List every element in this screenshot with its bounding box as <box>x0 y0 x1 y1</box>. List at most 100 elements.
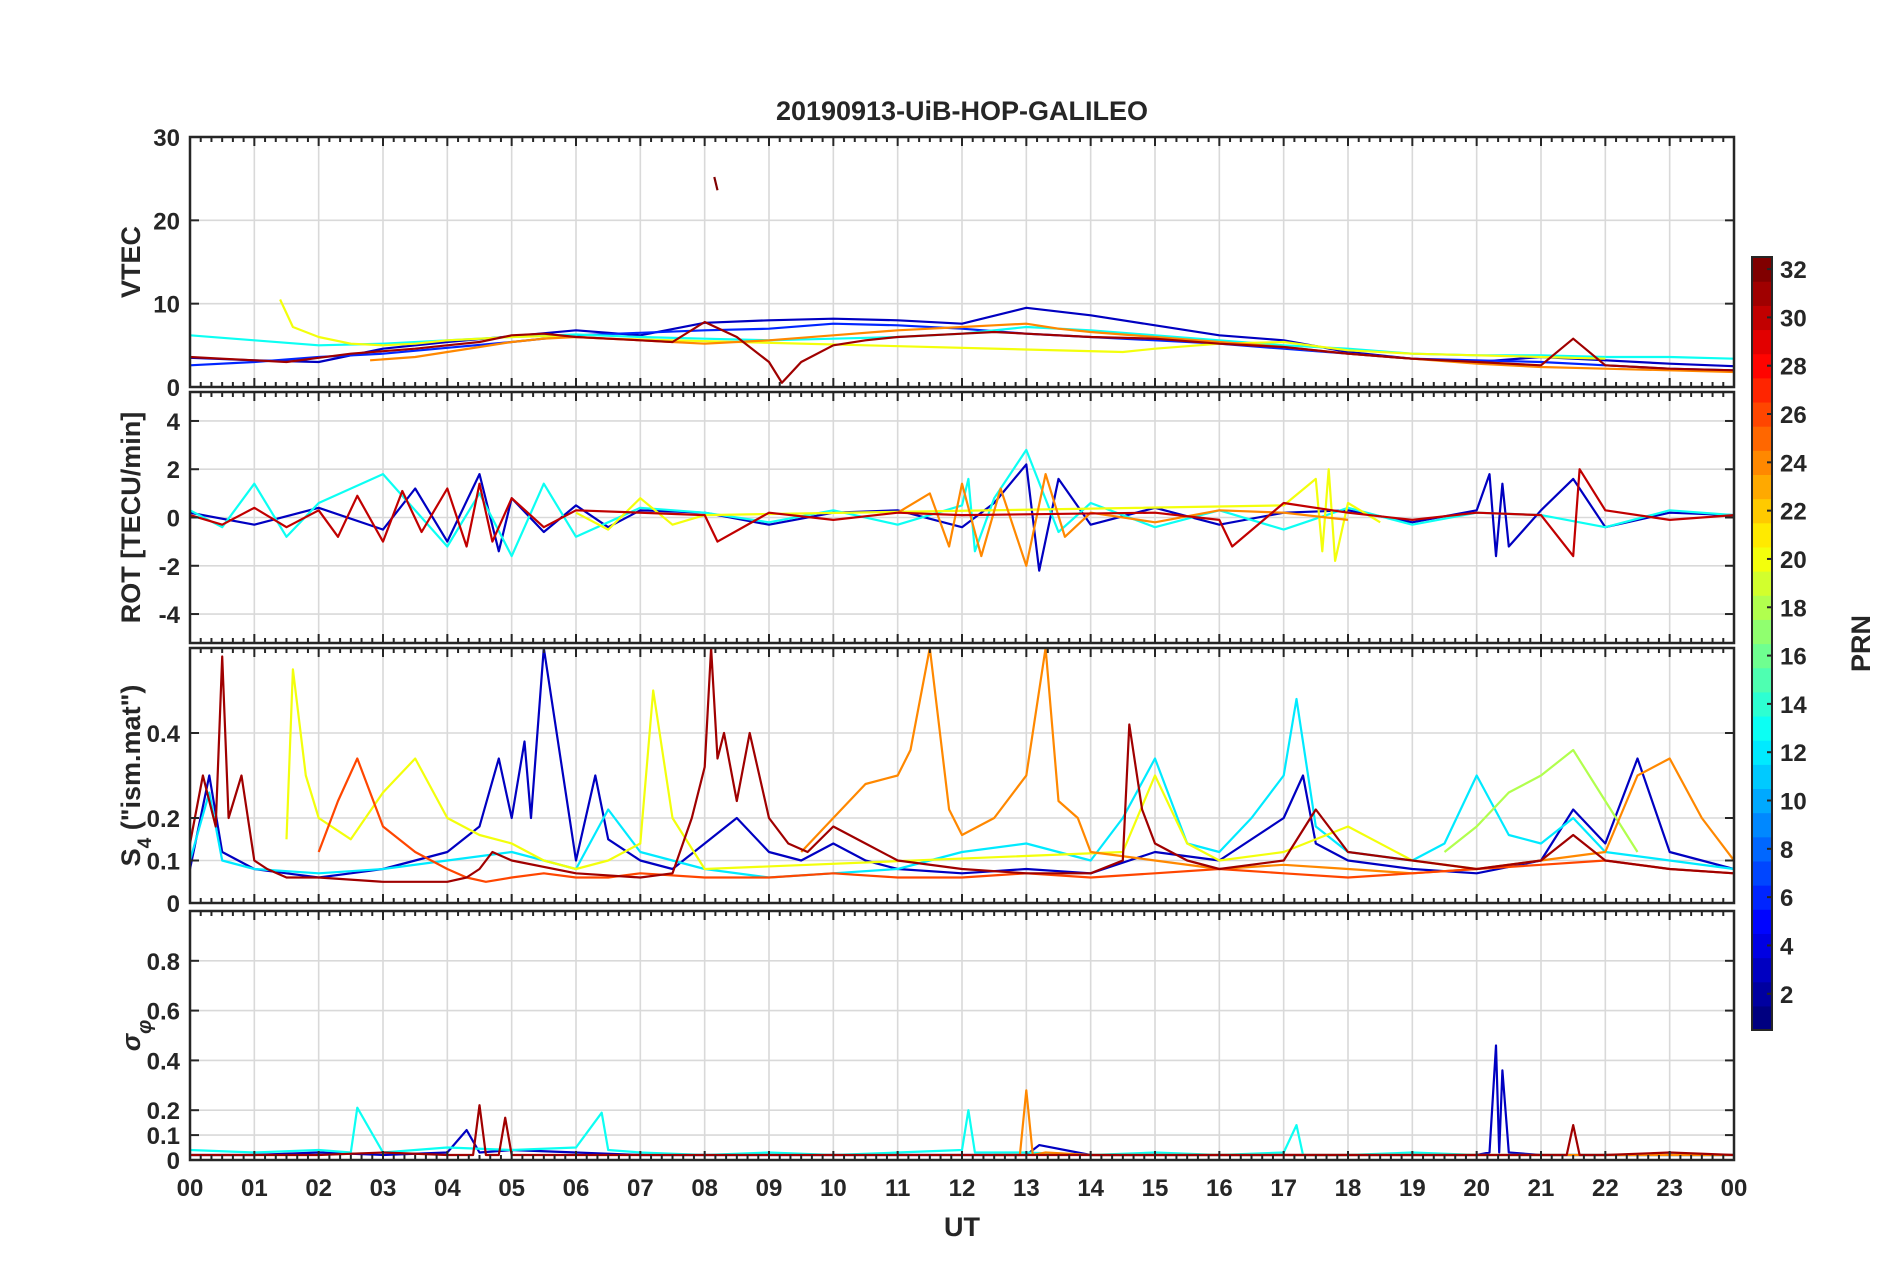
x-tick-label: 19 <box>1399 1175 1426 1202</box>
colorbar-band <box>1752 715 1772 741</box>
trace-prn-20 <box>285 668 1477 871</box>
trace-prn-30 <box>190 468 1734 558</box>
y-tick-label: 0 <box>167 375 180 402</box>
y-tick-label: 0 <box>167 1148 180 1175</box>
colorbar-tick-label: 2 <box>1780 982 1793 1009</box>
trace-prn-32 <box>713 176 719 191</box>
colorbar-band <box>1752 619 1772 645</box>
y-tick-label: 4 <box>167 409 181 436</box>
colorbar-tick-label: 4 <box>1780 933 1794 960</box>
colorbar-band <box>1752 909 1772 934</box>
panel-vtec-series <box>190 176 1734 384</box>
colorbar-band <box>1752 595 1772 620</box>
colorbar-band <box>1752 546 1772 572</box>
panel-sigma_phi: 00.10.2 0.4 0.6 0.8 σφ <box>116 909 1736 1175</box>
x-tick-label: 12 <box>949 1175 976 1202</box>
x-tick-label: 00 <box>177 1175 204 1202</box>
colorbar-tick-label: 8 <box>1780 837 1793 864</box>
trace-prn-26 <box>317 757 1734 883</box>
x-tick-label: 16 <box>1206 1175 1233 1202</box>
colorbar-tick-label: 6 <box>1780 885 1793 912</box>
colorbar-band <box>1752 764 1772 790</box>
y-tick-label: 0.1 <box>147 1123 180 1150</box>
trace-prn-3 <box>190 1044 1734 1157</box>
colorbar-band <box>1752 426 1772 451</box>
colorbar-tick-label: 22 <box>1780 499 1807 526</box>
colorbar-tick-label: 10 <box>1780 789 1807 816</box>
colorbar-tick-label: 20 <box>1780 547 1807 574</box>
colorbar-band <box>1752 836 1772 862</box>
x-tick-label: 13 <box>1013 1175 1040 1202</box>
panel-s4-series <box>190 648 1734 883</box>
panel-rot-ylabel: ROT [TECU/min] <box>116 412 146 623</box>
chart-title: 20190913-UiB-HOP-GALILEO <box>776 96 1148 126</box>
y-tick-label: 30 <box>153 125 180 152</box>
colorbar-band <box>1752 860 1772 886</box>
colorbar-band <box>1752 329 1772 355</box>
panel-s4-ticks <box>189 648 1735 904</box>
colorbar-band <box>1752 474 1772 500</box>
colorbar-band <box>1752 812 1772 838</box>
colorbar-tick-label: 16 <box>1780 644 1807 671</box>
colorbar-band <box>1752 257 1772 282</box>
colorbar-tick-label: 18 <box>1780 595 1807 622</box>
panel-s4-ylabel: S4 ("ism.mat") <box>116 685 156 867</box>
colorbar-tick-label: 14 <box>1780 692 1807 719</box>
colorbar-band <box>1752 498 1772 524</box>
x-tick-label: 17 <box>1270 1175 1297 1202</box>
trace-prn-13 <box>190 1106 1734 1157</box>
x-axis-label: UT <box>944 1212 980 1242</box>
colorbar-band <box>1752 450 1772 476</box>
panel-s4: 0 0.1 0.2 0.4S4 ("ism.mat") <box>116 646 1736 918</box>
panel-sigma_phi-ylabel: σφ <box>116 1020 156 1051</box>
x-tick-label: 18 <box>1335 1175 1362 1202</box>
colorbar-tick-label: 32 <box>1780 257 1807 284</box>
colorbar-band <box>1752 1005 1772 1031</box>
y-tick-label: 0.8 <box>147 949 180 976</box>
colorbar-frame <box>1751 256 1773 1031</box>
x-tick-label: 21 <box>1528 1175 1555 1202</box>
trace-prn-31 <box>190 648 1734 883</box>
y-tick-label: 0 <box>167 506 180 533</box>
colorbar-band <box>1752 401 1772 427</box>
x-tick-label: 06 <box>563 1175 590 1202</box>
panel-vtec-ylabel: VTEC <box>116 226 146 298</box>
x-tick-label: 04 <box>434 1175 461 1202</box>
panel-vtec-ticks <box>189 136 1735 388</box>
trace-prn-13 <box>190 448 1734 558</box>
panel-sigma_phi-ticks <box>189 911 1735 1161</box>
y-tick-label: 0.4 <box>147 721 181 748</box>
panel-rot-ticks <box>189 392 1735 643</box>
colorbar-tick-label: 12 <box>1780 740 1807 767</box>
x-tick-label: 08 <box>691 1175 718 1202</box>
colorbar-label: PRN <box>1846 615 1876 672</box>
y-tick-label: 0.6 <box>147 999 180 1026</box>
y-tick-label: 2 <box>167 457 180 484</box>
colorbar-band <box>1752 691 1772 717</box>
x-tick-label: 05 <box>498 1175 525 1202</box>
trace-prn-31 <box>190 320 1734 384</box>
x-tick-label: 22 <box>1592 1175 1619 1202</box>
colorbar-band <box>1752 353 1772 379</box>
trace-prn-24 <box>800 648 1734 875</box>
y-tick-label: 0 <box>167 891 180 918</box>
colorbar-tick-label: 28 <box>1780 354 1807 381</box>
trace-prn-24 <box>994 1089 1734 1157</box>
x-axis: 00 01 02 03 04 05 06 07 08 09 10 11 12 13 14 15 16 17 18 19… <box>177 1175 1748 1202</box>
colorbar-tick-label: 24 <box>1780 450 1807 477</box>
colorbar-band <box>1752 957 1772 983</box>
panel-rot-series <box>190 448 1734 572</box>
y-tick-label: 0.1 <box>147 849 180 876</box>
trace-prn-3 <box>190 463 1734 572</box>
x-tick-label: 00 <box>1721 1175 1748 1202</box>
colorbar-band <box>1752 981 1772 1007</box>
x-tick-label: 11 <box>885 1175 910 1202</box>
x-tick-label: 02 <box>305 1175 332 1202</box>
colorbar-band <box>1752 305 1772 331</box>
trace-prn-6 <box>190 322 1734 372</box>
colorbar-band <box>1752 885 1772 910</box>
trace-prn-20 <box>575 468 1381 563</box>
y-tick-label: 10 <box>153 292 180 319</box>
colorbar-band <box>1752 377 1772 403</box>
